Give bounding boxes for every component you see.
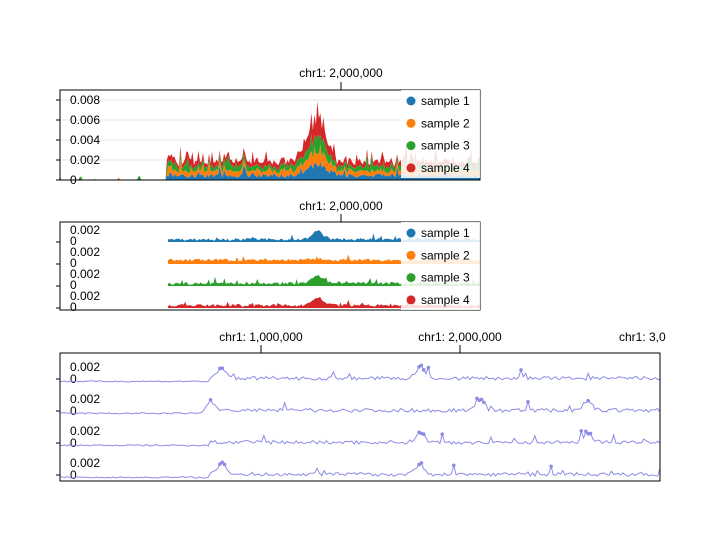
line-peak-point <box>419 363 424 368</box>
y-tick-label: 0.002 <box>70 153 100 167</box>
y-tick-label: 0.006 <box>70 113 100 127</box>
stacked-area-series-4 <box>60 101 480 180</box>
line-row-series-4 <box>60 461 661 479</box>
y-tick-label: 0 <box>70 436 77 450</box>
legend-label: sample 1 <box>421 226 470 240</box>
legend-marker <box>406 273 416 283</box>
line-peak-point <box>452 463 456 468</box>
panel-line-rows: chr1: 1,000,000 chr1: 2,000,000 chr1: 3,… <box>56 330 666 482</box>
y-tick-label: 0.002 <box>70 456 100 470</box>
legend-marker <box>406 163 416 173</box>
line-peak-point <box>220 366 224 371</box>
legend-box <box>401 222 480 310</box>
y-tick-label: 0.008 <box>70 93 100 107</box>
line-peak-point <box>479 397 484 402</box>
y-tick-label: 0.002 <box>70 289 100 303</box>
y-tick-label: 0 <box>70 234 77 248</box>
line-peak-point <box>421 432 426 436</box>
top-tick-label: chr1: 2,000,000 <box>299 199 383 213</box>
line-peak-point <box>526 399 530 404</box>
line-peak-point <box>419 461 424 465</box>
legend-box <box>401 90 480 178</box>
y-tick-label: 0.004 <box>70 133 100 147</box>
top-tick-label: chr1: 1,000,000 <box>219 330 303 344</box>
top-tick-label: chr1: 2,000,000 <box>418 330 502 344</box>
plot-frame <box>59 352 661 482</box>
legend: sample 1 sample 2 sample 3 sample 4 <box>401 90 480 178</box>
y-tick-label: 0 <box>70 300 77 314</box>
line-peak-point <box>584 429 588 434</box>
area-row-series-1 <box>168 230 480 242</box>
legend-marker <box>406 96 416 106</box>
panel-area-rows: chr1: 2,000,000 0.00200.00200.00200.0020… <box>56 199 481 314</box>
line-peak-point <box>220 460 224 465</box>
y-tick-label: 0.002 <box>70 360 100 374</box>
line-peak-point <box>549 464 553 469</box>
y-tick-label: 0 <box>70 372 77 386</box>
legend-marker <box>406 295 416 305</box>
y-tick-label: 0 <box>70 404 77 418</box>
y-tick-label: 0.002 <box>70 267 100 281</box>
legend-label: sample 4 <box>421 293 470 307</box>
line-peak-point <box>208 398 213 402</box>
stacked-area-series-1 <box>60 161 480 180</box>
line-row-series-3 <box>59 429 661 447</box>
line-peak-point <box>222 462 227 467</box>
legend-label: sample 1 <box>421 94 470 108</box>
top-tick-label: chr1: 3,0 <box>619 330 666 344</box>
stacked-area-series-3 <box>60 134 480 180</box>
y-tick-label: 0.002 <box>70 223 100 237</box>
line-row-series-1 <box>59 364 661 383</box>
line-peak-point <box>440 432 445 436</box>
line-peak-point <box>421 368 426 372</box>
y-tick-label: 0.002 <box>70 245 100 259</box>
line-peak-point <box>426 365 431 370</box>
line-peak-point <box>579 429 584 433</box>
line-peak-point <box>588 431 593 436</box>
line-peak-point <box>482 400 486 405</box>
y-tick-label: 0.002 <box>70 392 100 406</box>
line-peak-point <box>519 368 523 372</box>
legend: sample 1 sample 2 sample 3 sample 4 <box>401 222 480 310</box>
top-tick-label: chr1: 2,000,000 <box>299 66 383 80</box>
legend-marker <box>406 250 416 260</box>
legend-label: sample 3 <box>421 139 470 153</box>
legend-label: sample 4 <box>421 161 470 175</box>
y-tick-label: 0.002 <box>70 424 100 438</box>
y-tick-label: 0 <box>70 256 77 270</box>
legend-marker <box>406 118 416 128</box>
y-tick-label: 0 <box>70 278 77 292</box>
legend-label: sample 3 <box>421 271 470 285</box>
y-tick-label: 0 <box>70 468 77 482</box>
line-peak-point <box>586 398 590 403</box>
legend-marker <box>406 141 416 151</box>
legend-label: sample 2 <box>421 248 470 262</box>
legend-label: sample 2 <box>421 116 470 130</box>
legend-marker <box>406 228 416 238</box>
line-row-series-2 <box>59 397 661 415</box>
